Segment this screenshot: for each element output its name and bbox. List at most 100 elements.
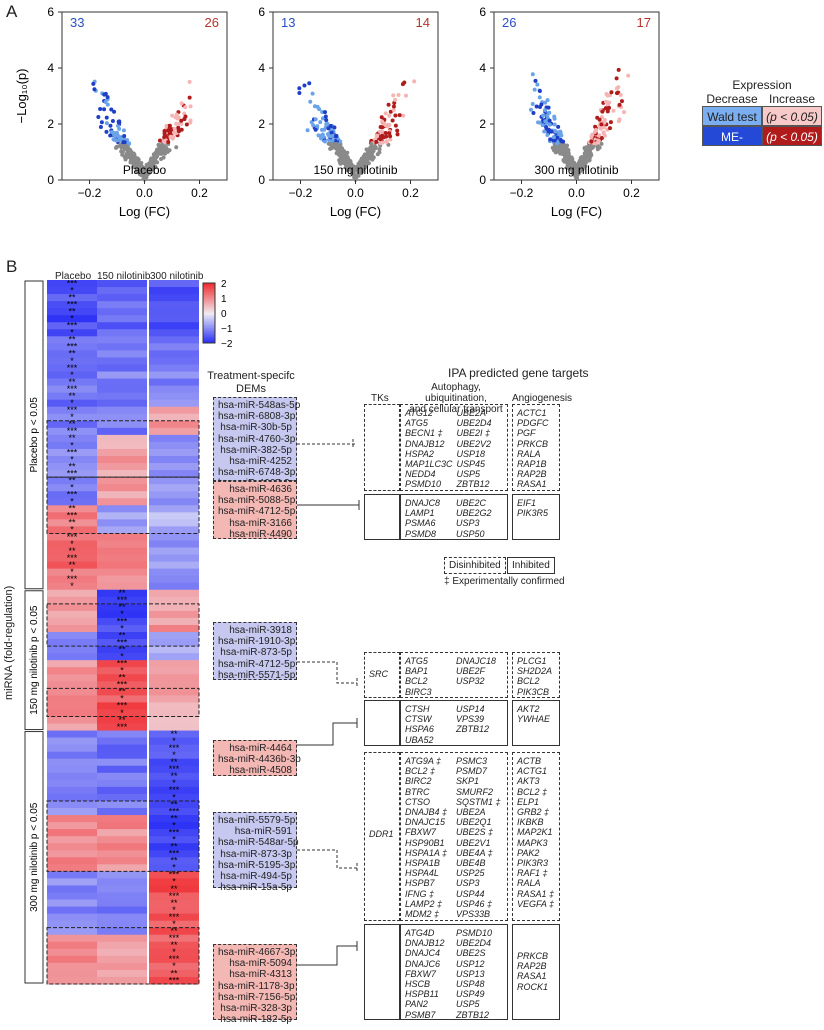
data-point <box>384 139 389 144</box>
data-point <box>412 79 417 84</box>
significance-star: ** <box>68 349 76 359</box>
significance-star: ** <box>118 644 126 654</box>
heatmap-cell <box>97 589 147 598</box>
placebo-inh-tks <box>364 494 400 540</box>
data-point <box>98 124 103 129</box>
heatmap-cell <box>149 716 199 725</box>
heatmap-cell <box>47 646 97 654</box>
panel-a-label: A <box>6 2 18 21</box>
heatmap-cell <box>97 653 147 661</box>
significance-star: ** <box>170 940 178 950</box>
significance-star: *** <box>169 912 180 922</box>
significance-star: * <box>120 708 124 718</box>
heatmap-cell <box>47 399 97 408</box>
heatmap-cell <box>47 350 97 358</box>
data-point <box>383 130 388 135</box>
significance-star: * <box>70 356 74 366</box>
data-point <box>302 83 307 88</box>
data-point <box>532 87 537 92</box>
data-point <box>393 113 398 118</box>
scale-cell <box>203 293 215 296</box>
data-point <box>598 126 603 131</box>
data-point <box>102 107 107 112</box>
y-tick-label: 0 <box>258 173 265 187</box>
heatmap-cell <box>47 589 97 598</box>
heatmap-cell <box>47 610 97 619</box>
mir-list-150-up: hsa-miR-4464 hsa-miR-4436b-3p hsa-miR-45… <box>213 740 301 776</box>
heatmap-cell <box>97 350 147 358</box>
heatmap: ****************************************… <box>24 280 233 985</box>
heatmap-cell <box>47 568 97 577</box>
significance-star: *** <box>117 637 128 647</box>
significance-star: ** <box>170 729 178 739</box>
data-point <box>388 109 393 114</box>
heatmap-cell <box>47 392 97 401</box>
data-point <box>603 106 608 111</box>
data-point <box>395 128 400 133</box>
heatmap-cell <box>149 899 199 908</box>
data-point <box>167 126 172 131</box>
data-point <box>599 141 604 146</box>
heatmap-cell <box>149 751 199 760</box>
data-point <box>386 142 391 147</box>
data-point <box>561 150 566 155</box>
data-point <box>323 139 328 144</box>
group-bracket <box>24 731 44 984</box>
scale-cell <box>203 290 215 293</box>
heatmap-cell <box>149 603 199 612</box>
scale-cell <box>203 313 215 315</box>
heatmap-cell <box>97 575 147 584</box>
n150-dis-autophagy: ATG5 BAP1 BCL2 BIRC3 DNAJC18 UBE2F USP32 <box>400 652 508 698</box>
placebo-inh-angio: EIF1 PIK3R5 <box>512 494 560 540</box>
heatmap-cell <box>97 765 147 774</box>
significance-star: ** <box>68 433 76 443</box>
scale-cell <box>203 331 215 333</box>
significance-star: * <box>172 750 176 760</box>
heatmap-cell <box>47 280 97 288</box>
significance-star: ** <box>68 419 76 429</box>
ipa-col-autophagy-1: Autophagy, ubiquitination, <box>425 382 487 404</box>
data-point <box>98 107 103 112</box>
data-point <box>541 113 546 118</box>
heatmap-cell <box>97 920 147 929</box>
heatmap-cell <box>97 850 147 858</box>
heatmap-cell <box>47 505 97 513</box>
data-point <box>104 121 109 126</box>
data-point <box>357 170 362 175</box>
scale-cell <box>203 334 215 336</box>
heatmap-cell <box>149 836 199 844</box>
heatmap-cell <box>47 962 97 971</box>
data-point <box>170 113 175 118</box>
n150-inh-tks <box>364 700 400 746</box>
gene-col: USP14 VPS39 ZBTB12 <box>456 704 490 735</box>
data-point <box>545 132 550 137</box>
data-point <box>165 149 170 154</box>
data-point <box>158 138 163 143</box>
data-point <box>173 115 178 120</box>
plot-frame <box>493 11 660 181</box>
heatmap-cell <box>47 526 97 534</box>
heatmap-cell <box>47 420 97 429</box>
data-point <box>137 170 142 175</box>
heatmap-cell <box>47 667 97 675</box>
data-point <box>120 152 125 157</box>
gene-col: ATG12 ATG5 BECN1 ‡ DNAJB12 HSPA2 MAP1LC3… <box>405 408 453 490</box>
heatmap-cell <box>149 434 199 443</box>
heatmap-cell <box>149 617 199 626</box>
data-point <box>148 170 153 175</box>
data-point <box>153 164 158 169</box>
heatmap-cell <box>47 793 97 802</box>
heatmap-cell <box>149 610 199 619</box>
data-point <box>565 153 570 158</box>
significance-star: *** <box>117 680 128 690</box>
heatmap-cell <box>149 357 199 365</box>
heatmap-cell <box>149 688 199 696</box>
data-point <box>387 131 392 136</box>
data-point <box>393 123 398 128</box>
data-point <box>105 95 110 100</box>
data-point <box>345 150 350 155</box>
heatmap-cell <box>149 294 199 302</box>
heatmap-cell <box>97 540 147 549</box>
data-point <box>305 128 310 133</box>
